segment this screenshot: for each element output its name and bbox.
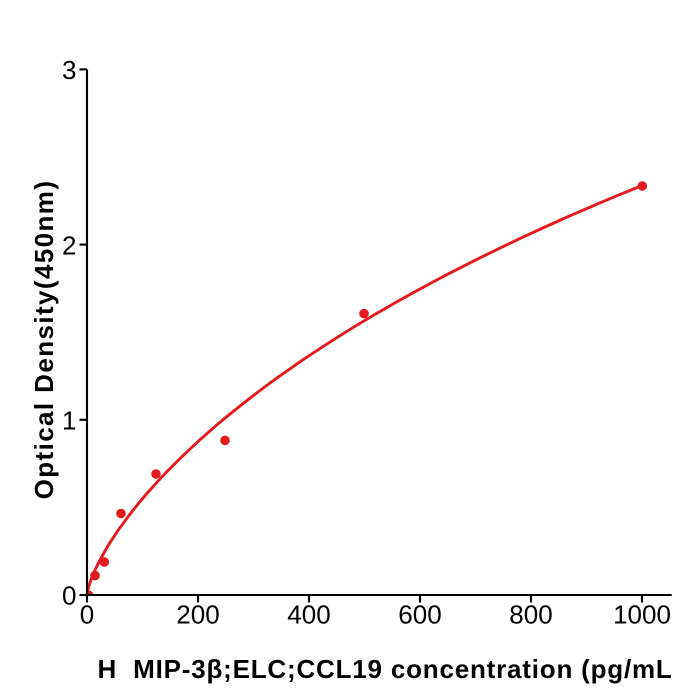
svg-text:600: 600	[398, 600, 441, 630]
svg-text:200: 200	[176, 600, 219, 630]
svg-text:3: 3	[62, 55, 76, 85]
svg-text:1: 1	[62, 406, 76, 436]
svg-text:0: 0	[80, 600, 94, 630]
svg-text:1000: 1000	[613, 600, 671, 630]
svg-text:Optical Density(450nm): Optical Density(450nm)	[29, 180, 59, 500]
svg-text:2: 2	[62, 230, 76, 260]
svg-text:0: 0	[62, 581, 76, 611]
svg-text:800: 800	[509, 600, 552, 630]
svg-text:400: 400	[287, 600, 330, 630]
svg-text:H MIP-3β;ELC;CCL19 concentrat: H MIP-3β;ELC;CCL19 concentration (pg/mL	[98, 654, 673, 684]
